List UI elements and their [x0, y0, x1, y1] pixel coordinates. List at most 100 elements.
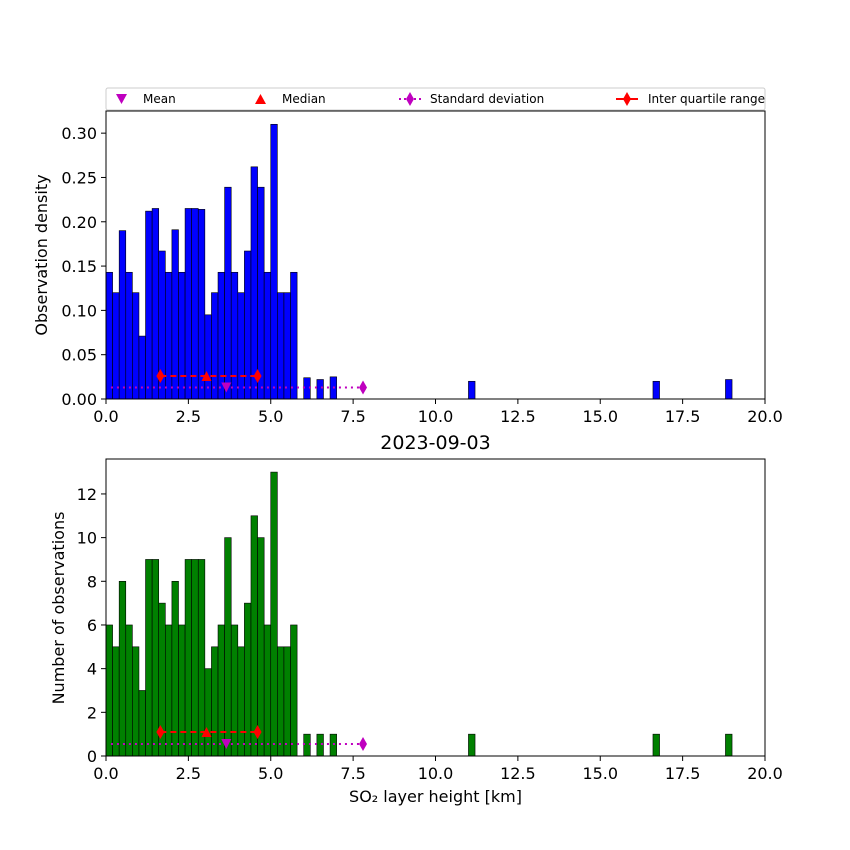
iqr-marker-icon	[623, 92, 631, 106]
bottom-histogram-bar	[725, 733, 733, 757]
top-histogram-bar	[112, 292, 120, 400]
bottom-histogram-bar	[171, 580, 179, 757]
top-x-tick-label: 0.0	[93, 407, 118, 426]
bottom-histogram-bar	[178, 624, 186, 757]
bottom-histogram-bar	[329, 733, 337, 757]
top-panel: 0.0 2.5 5.0 7.5 10.0 12.5 15.0 17.5 20.0 0.000.0…	[32, 110, 783, 426]
bottom-x-tick-label: 5.0	[258, 764, 283, 783]
bottom-histogram-bar	[244, 602, 252, 757]
bottom-histogram-bar	[112, 646, 120, 757]
top-histogram-bar	[197, 209, 206, 400]
top-histogram-bar	[178, 271, 186, 400]
bottom-histogram-bar	[250, 515, 258, 757]
std-marker-icon	[406, 92, 414, 106]
top-statistics	[110, 368, 368, 395]
top-x-tick-label: 10.0	[418, 407, 454, 426]
bottom-histogram-bar	[125, 624, 133, 757]
bottom-y-ticks: 0 2 4 6 8 10 12	[77, 485, 106, 766]
bottom-histogram-bar	[217, 624, 225, 757]
top-histogram-bar	[138, 335, 146, 400]
bottom-histogram-bar	[303, 733, 311, 757]
top-histogram-bar	[230, 271, 239, 400]
top-std-end-marker	[359, 380, 368, 395]
top-histogram-bar	[118, 230, 127, 400]
bottom-histogram-bar	[290, 624, 298, 757]
bottom-histogram-bar	[138, 690, 146, 757]
bottom-histogram-bar	[263, 624, 272, 757]
top-mean-marker	[221, 382, 232, 393]
bottom-y-tick-label: 12	[77, 485, 97, 504]
bottom-y-tick-label: 6	[87, 616, 97, 635]
top-y-tick-label: 0.15	[61, 257, 97, 276]
bottom-iqr-end-marker	[253, 724, 262, 739]
bottom-x-tick-label: 20.0	[747, 764, 783, 783]
bottom-chart-title: 2023-09-03	[380, 432, 490, 454]
top-histogram-bar	[191, 208, 199, 400]
bottom-histogram-bar	[105, 624, 113, 757]
top-y-tick-label: 0.30	[61, 124, 97, 143]
bottom-histogram-bar	[270, 471, 278, 757]
top-histogram-bar	[105, 271, 113, 400]
top-median-marker	[201, 370, 212, 381]
bottom-histogram-bar	[191, 559, 199, 757]
bottom-histogram-bar	[257, 537, 265, 757]
top-y-tick-label: 0.25	[61, 168, 97, 187]
bottom-histogram-bars	[105, 471, 733, 757]
bottom-x-axis-label: SO₂ layer height [km]	[349, 787, 522, 806]
legend-box	[105, 87, 766, 111]
bottom-median-marker	[201, 726, 212, 737]
top-histogram-bar	[151, 208, 160, 400]
bottom-histogram-bar	[211, 646, 219, 757]
bottom-histogram-bar	[652, 733, 660, 757]
top-iqr-start-marker	[156, 368, 165, 383]
top-histogram-bar	[204, 314, 212, 400]
top-y-tick-label: 0.00	[61, 390, 97, 409]
top-x-tick-label: 20.0	[747, 407, 783, 426]
top-histogram-bars	[105, 123, 733, 400]
legend: Mean Median Standard deviation Inter qua…	[105, 87, 766, 111]
bottom-y-tick-label: 10	[77, 529, 97, 548]
top-histogram-bar	[171, 229, 179, 400]
bottom-histogram-bar	[237, 646, 245, 757]
top-y-tick-label: 0.05	[61, 346, 97, 365]
bottom-histogram-bar	[468, 733, 476, 757]
legend-mean-label: Mean	[143, 92, 176, 106]
median-marker-icon	[255, 94, 266, 104]
top-histogram-bar	[283, 292, 291, 400]
top-x-tick-label: 15.0	[582, 407, 618, 426]
bottom-histogram-bar	[283, 646, 291, 757]
top-y-tick-label: 0.10	[61, 301, 97, 320]
bottom-y-tick-label: 0	[87, 747, 97, 766]
top-iqr-end-marker	[253, 368, 262, 383]
mean-marker-icon	[116, 94, 127, 104]
top-histogram-bar	[270, 123, 278, 400]
bottom-y-tick-label: 2	[87, 703, 97, 722]
top-histogram-bar	[125, 271, 133, 400]
bottom-std-end-marker	[359, 736, 368, 751]
top-y-tick-label: 0.20	[61, 213, 97, 232]
bottom-histogram-bar	[118, 580, 127, 757]
top-x-tick-label: 7.5	[340, 407, 365, 426]
top-histogram-bar	[290, 271, 298, 400]
top-histogram-bar	[316, 379, 324, 400]
top-histogram-bar	[257, 186, 265, 400]
top-x-tick-label: 17.5	[665, 407, 701, 426]
bottom-histogram-bar	[145, 559, 153, 757]
bottom-x-tick-label: 17.5	[665, 764, 701, 783]
bottom-x-tick-label: 15.0	[582, 764, 618, 783]
top-histogram-bar	[725, 379, 733, 400]
top-histogram-bar	[237, 292, 245, 400]
top-y-axis-label: Observation density	[32, 174, 51, 335]
top-histogram-bar	[468, 380, 476, 400]
bottom-x-tick-label: 12.5	[500, 764, 536, 783]
bottom-histogram-bar	[230, 624, 239, 757]
bottom-histogram-bar	[151, 559, 160, 757]
top-histogram-bar	[217, 271, 225, 400]
bottom-histogram-bar	[197, 559, 206, 757]
top-x-tick-label: 5.0	[258, 407, 283, 426]
bottom-x-ticks: 0.0 2.5 5.0 7.5 10.0 12.5 15.0 17.5 20.0	[93, 756, 783, 783]
bottom-panel: 2023-09-03 0.0 2.5 5.0 7.5 10.0 12.5 15.0 17.5 2…	[49, 432, 783, 806]
legend-std-label: Standard deviation	[430, 92, 544, 106]
bottom-histogram-bar	[316, 733, 324, 757]
